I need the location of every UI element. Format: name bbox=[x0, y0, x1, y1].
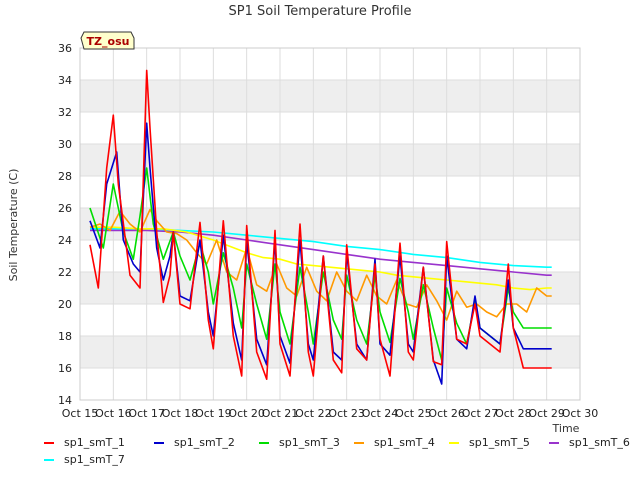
band-28 bbox=[80, 144, 580, 176]
annotation-label: TZ_osu bbox=[87, 35, 130, 48]
legend-item-sp1_smT_7: sp1_smT_7 bbox=[44, 453, 125, 466]
y-tick-label: 24 bbox=[58, 234, 72, 247]
legend-item-sp1_smT_6: sp1_smT_6 bbox=[549, 436, 630, 449]
y-tick-label: 32 bbox=[58, 106, 72, 119]
legend-swatch bbox=[154, 441, 164, 444]
y-tick-label: 28 bbox=[58, 170, 72, 183]
series-lines bbox=[89, 69, 552, 385]
x-tick-label: Oct 28 bbox=[495, 407, 532, 420]
x-tick-label: Oct 21 bbox=[262, 407, 299, 420]
x-tick-label: Oct 23 bbox=[328, 407, 365, 420]
x-tick-label: Oct 15 bbox=[62, 407, 99, 420]
legend-label: sp1_smT_3 bbox=[279, 436, 340, 449]
x-tick-label: Oct 26 bbox=[428, 407, 465, 420]
x-axis-label: Time bbox=[552, 422, 580, 435]
y-axis-label: Soil Temperature (C) bbox=[7, 169, 20, 282]
y-tick-label: 14 bbox=[58, 394, 72, 407]
legend-label: sp1_smT_5 bbox=[469, 436, 530, 449]
y-tick-label: 34 bbox=[58, 74, 72, 87]
y-tick-label: 22 bbox=[58, 266, 72, 279]
legend-item-sp1_smT_2: sp1_smT_2 bbox=[154, 436, 235, 449]
y-tick-label: 16 bbox=[58, 362, 72, 375]
legend-item-sp1_smT_1: sp1_smT_1 bbox=[44, 436, 125, 449]
legend-item-sp1_smT_3: sp1_smT_3 bbox=[259, 436, 340, 449]
y-tick-label: 26 bbox=[58, 202, 72, 215]
x-tick-label: Oct 16 bbox=[95, 407, 132, 420]
legend-label: sp1_smT_7 bbox=[64, 453, 125, 466]
band-16 bbox=[80, 336, 580, 368]
background-bands bbox=[80, 80, 580, 368]
x-tick-label: Oct 30 bbox=[562, 407, 599, 420]
y-tick-label: 18 bbox=[58, 330, 72, 343]
y-tick-label: 36 bbox=[58, 42, 72, 55]
annotation-box bbox=[80, 31, 135, 50]
legend-label: sp1_smT_2 bbox=[174, 436, 235, 449]
series-sp1_smT_2 bbox=[89, 122, 552, 385]
legend-swatch bbox=[549, 441, 559, 444]
x-tick-label: Oct 22 bbox=[295, 407, 332, 420]
plot-frame bbox=[79, 47, 581, 401]
x-tick-label: Oct 25 bbox=[395, 407, 432, 420]
legend-swatch bbox=[44, 458, 54, 461]
legend-label: sp1_smT_1 bbox=[64, 436, 125, 449]
legend-label: sp1_smT_4 bbox=[374, 436, 435, 449]
legend-swatch bbox=[259, 441, 269, 444]
x-tick-label: Oct 29 bbox=[528, 407, 565, 420]
y-axis-ticks: 14 16 18 20 22 24 26 28 30 32 34 36 bbox=[58, 42, 72, 407]
band-32 bbox=[80, 80, 580, 112]
legend-swatch bbox=[354, 441, 364, 444]
legend-swatch bbox=[449, 441, 459, 444]
series-sp1_smT_4 bbox=[89, 208, 552, 321]
x-tick-label: Oct 20 bbox=[228, 407, 265, 420]
series-sp1_smT_6 bbox=[90, 229, 552, 277]
x-tick-label: Oct 17 bbox=[128, 407, 165, 420]
legend-label: sp1_smT_6 bbox=[569, 436, 630, 449]
chart-title: SP1 Soil Temperature Profile bbox=[229, 4, 412, 19]
x-tick-label: Oct 27 bbox=[462, 407, 499, 420]
legend-item-sp1_smT_4: sp1_smT_4 bbox=[354, 436, 435, 449]
band-24 bbox=[80, 208, 580, 240]
y-tick-label: 20 bbox=[58, 298, 72, 311]
series-sp1_smT_1 bbox=[89, 69, 552, 381]
legend-item-sp1_smT_5: sp1_smT_5 bbox=[449, 436, 530, 449]
x-tick-label: Oct 18 bbox=[162, 407, 199, 420]
x-tick-label: Oct 24 bbox=[362, 407, 399, 420]
legend-swatch bbox=[44, 441, 54, 444]
x-tick-label: Oct 19 bbox=[195, 407, 232, 420]
tz-annotation: TZ_osu bbox=[80, 31, 135, 50]
y-tick-label: 30 bbox=[58, 138, 72, 151]
gridlines bbox=[79, 47, 581, 401]
